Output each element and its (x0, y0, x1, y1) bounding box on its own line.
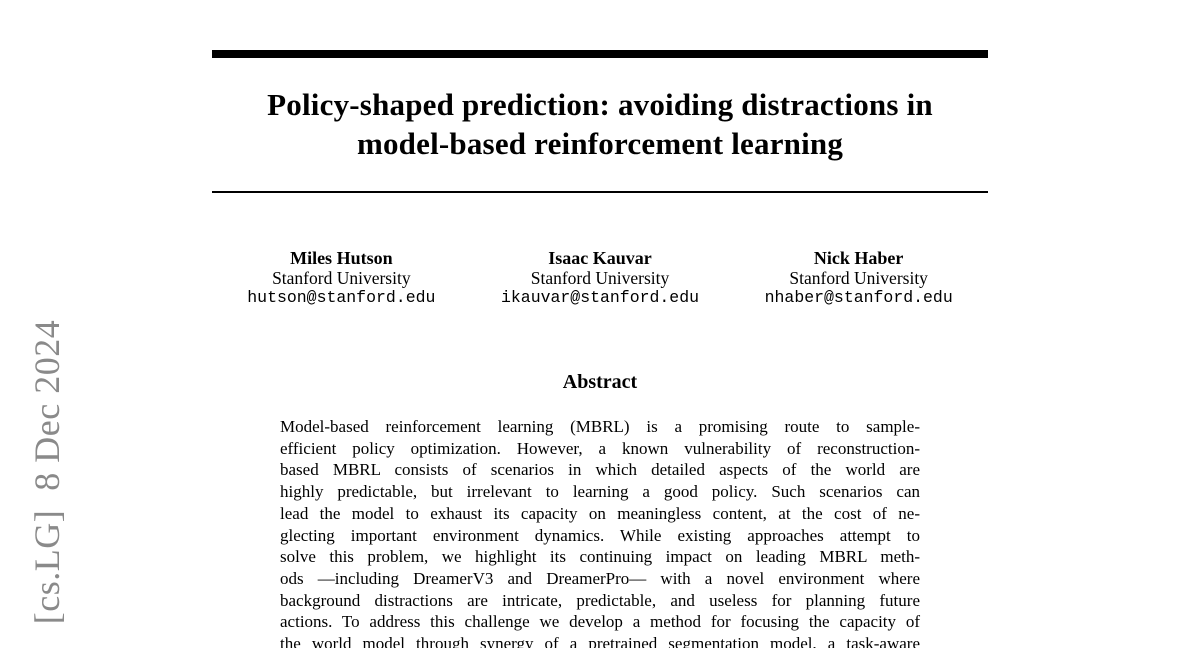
abstract-line: based MBRL consists of scenarios in whic… (280, 460, 920, 480)
author-name: Isaac Kauvar (548, 248, 652, 268)
paper-title: Policy-shaped prediction: avoiding distr… (212, 85, 988, 163)
authors-row: Miles Hutson Stanford University hutson@… (212, 248, 988, 308)
paper-content: Policy-shaped prediction: avoiding distr… (212, 0, 988, 648)
abstract-line: ods —including DreamerV3 and DreamerPro—… (280, 568, 920, 588)
author-affiliation: Stanford University (789, 268, 928, 288)
abstract-heading: Abstract (562, 371, 638, 393)
abstract-line: actions. To address this challenge we de… (280, 612, 920, 632)
author-block: Isaac Kauvar Stanford University ikauvar… (471, 248, 730, 308)
author-name: Miles Hutson (290, 248, 393, 268)
author-email: hutson@stanford.edu (247, 288, 436, 307)
paper-title-line-1: Policy-shaped prediction: avoiding distr… (267, 87, 933, 122)
title-divider-rule (212, 191, 988, 193)
arxiv-watermark: [cs.LG] 8 Dec 2024 (27, 319, 67, 625)
abstract-line: background distractions are intricate, p… (280, 590, 920, 610)
abstract-line: lead the model to exhaust its capacity o… (280, 503, 920, 523)
abstract-line: the world model through synergy of a pre… (280, 634, 920, 648)
author-affiliation: Stanford University (272, 268, 411, 288)
author-name: Nick Haber (813, 248, 904, 268)
abstract-line: Model-based reinforcement learning (MBRL… (280, 417, 920, 436)
abstract-line: solve this problem, we highlight its con… (280, 547, 920, 567)
author-email: ikauvar@stanford.edu (500, 288, 700, 307)
paper-title-line-2: model-based reinforcement learning (356, 126, 844, 161)
top-rule (212, 50, 988, 58)
author-block: Miles Hutson Stanford University hutson@… (212, 248, 471, 308)
abstract-line: efficient policy optimization. However, … (280, 438, 920, 458)
abstract-paragraph: Model-based reinforcement learning (MBRL… (280, 416, 920, 648)
author-email: nhaber@stanford.edu (764, 288, 953, 307)
abstract-line: glecting important environment dynamics.… (280, 525, 920, 545)
author-block: Nick Haber Stanford University nhaber@st… (729, 248, 988, 308)
abstract-line: highly predictable, but irrelevant to le… (280, 482, 920, 502)
author-affiliation: Stanford University (530, 268, 670, 288)
